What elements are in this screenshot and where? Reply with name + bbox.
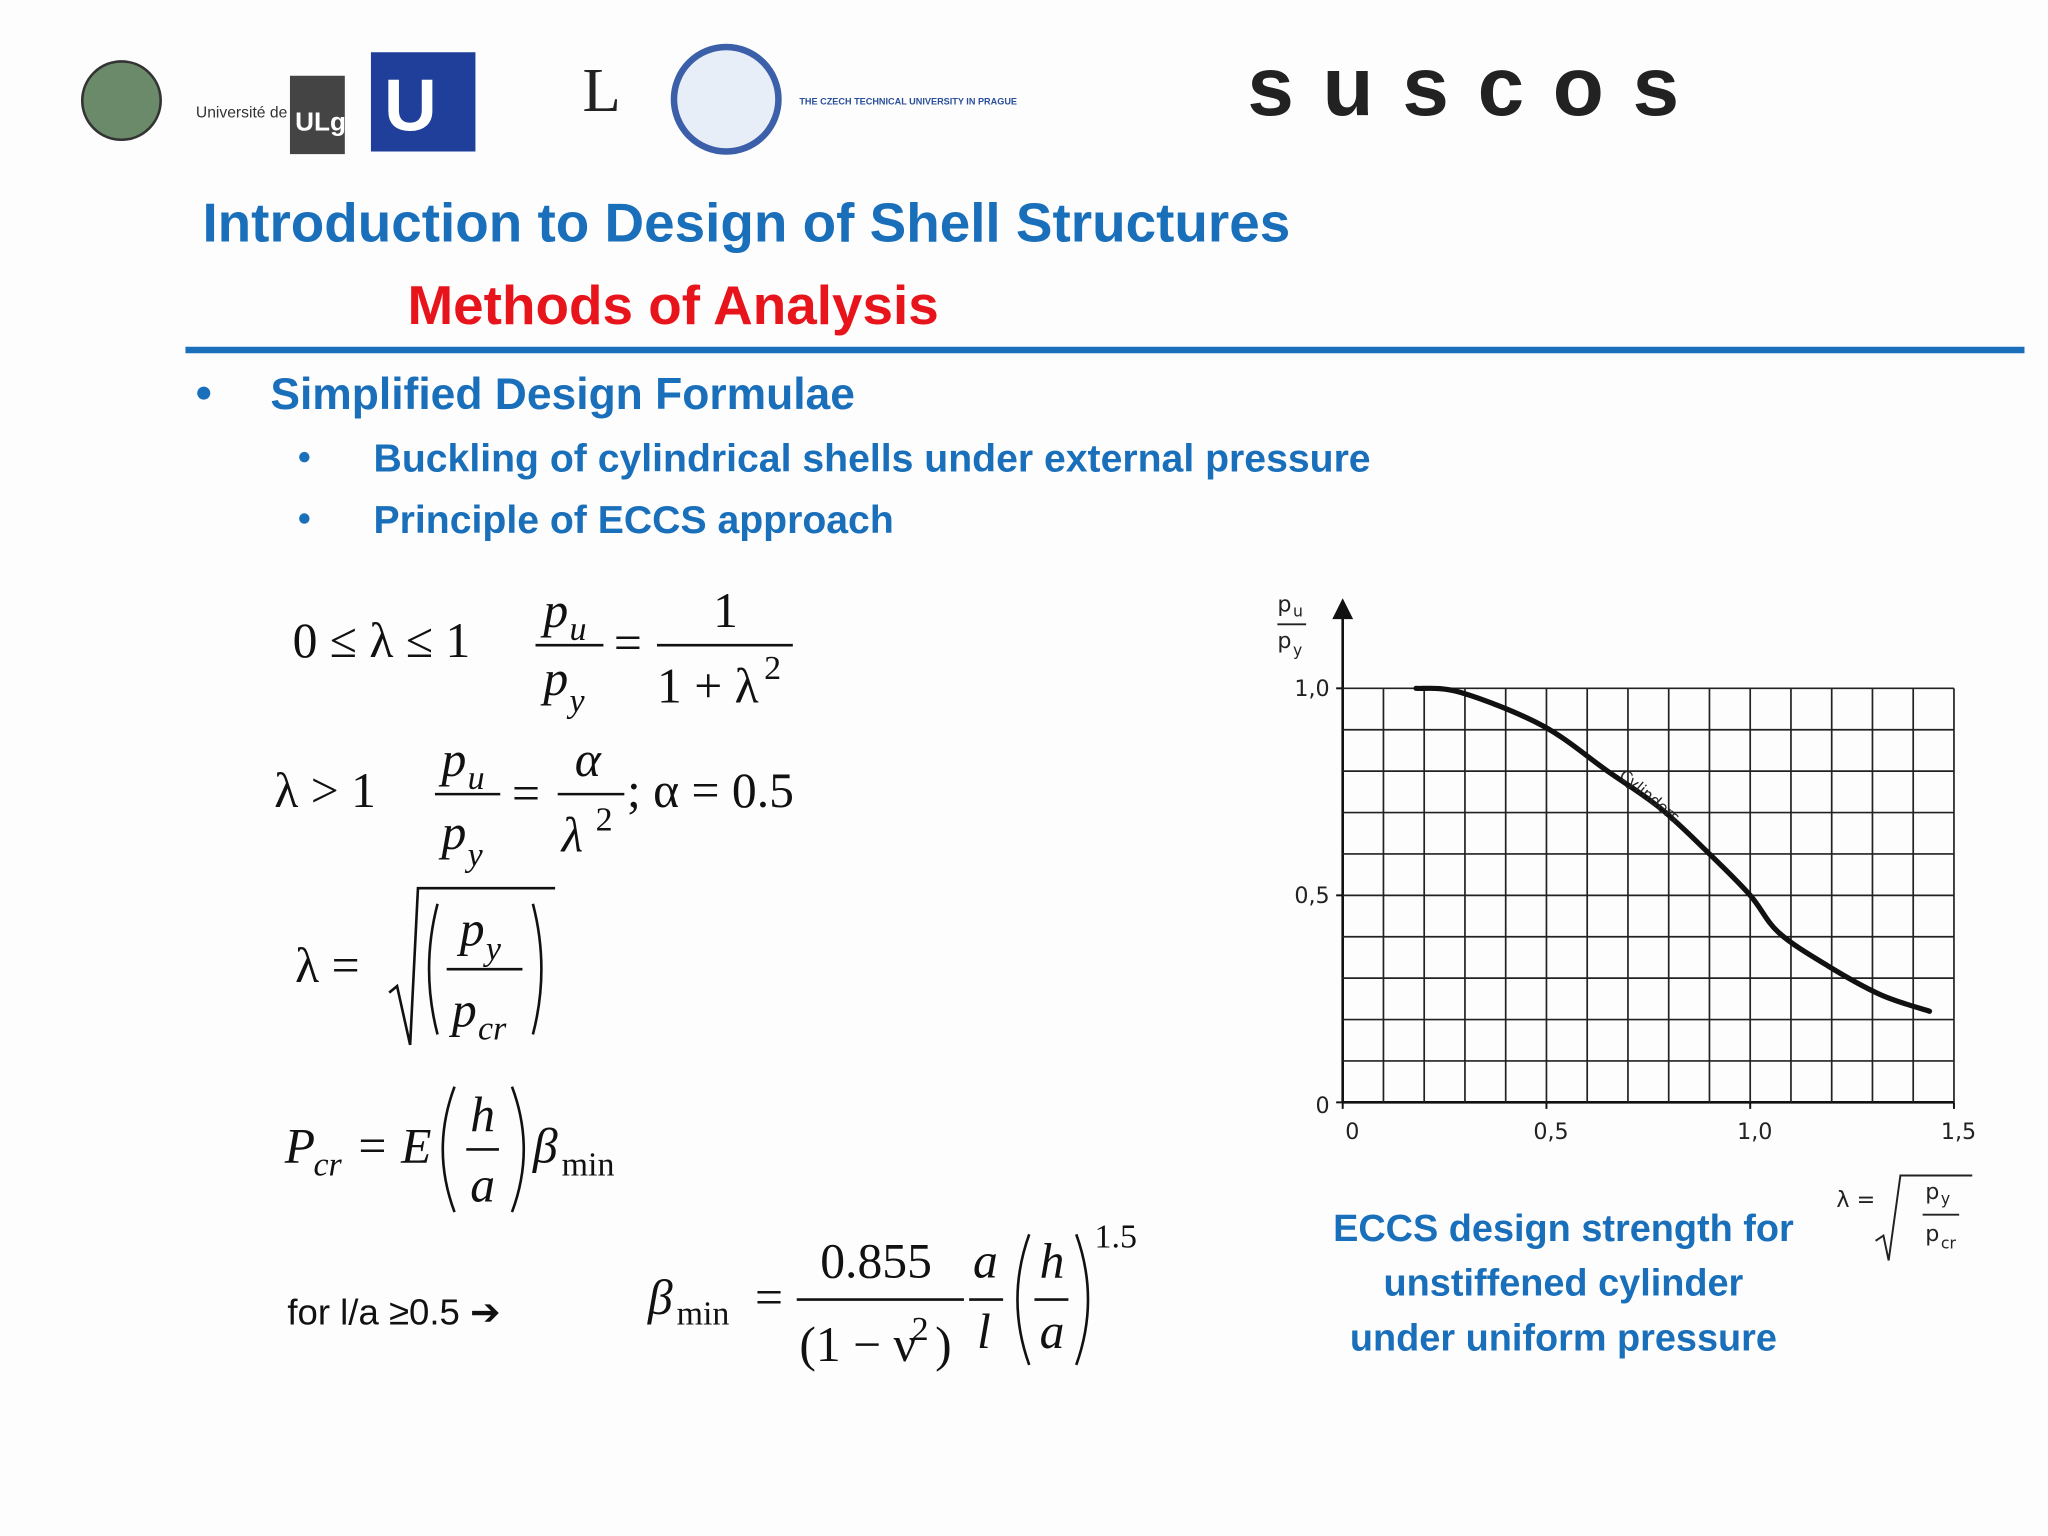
y-tick-label: 1,0 <box>1294 676 1329 702</box>
math: p <box>438 805 466 860</box>
x-axis-label: λ = <box>1836 1187 1875 1213</box>
math: p <box>438 732 466 787</box>
bullet <box>299 513 310 524</box>
curve <box>1413 685 1933 1014</box>
title: Introduction to Design of Shell Structur… <box>202 192 1290 254</box>
seal-logo <box>670 43 782 155</box>
math: 1 + λ <box>657 659 759 714</box>
parens <box>427 903 543 1035</box>
math: p <box>540 583 568 638</box>
math: 2 <box>764 650 781 687</box>
math: β <box>647 1270 673 1325</box>
ulg-logo <box>289 75 345 155</box>
chart: p u p y λ = p y p cr ECCS design strengt… <box>1277 591 1973 1360</box>
math: y <box>483 931 502 968</box>
caption: ECCS design strength for <box>1333 1208 1794 1250</box>
x-axis-label: cr <box>1941 1234 1957 1253</box>
math: h <box>1040 1233 1065 1288</box>
math: cr <box>478 1011 507 1048</box>
math: min <box>677 1295 730 1332</box>
sqrt-sign <box>388 886 556 1046</box>
formula: for l/a ≥0.5 ➔ β min = 0.855 (1 − ν 2 ) … <box>287 1218 1137 1372</box>
bullet-text: Principle of ECCS approach <box>374 499 894 542</box>
math: h <box>470 1087 495 1142</box>
bullet-text: Buckling of cylindrical shells under ext… <box>374 438 1371 481</box>
parens <box>441 1086 526 1213</box>
math: α <box>575 732 602 787</box>
condition: for l/a ≥0.5 ➔ <box>287 1291 500 1332</box>
y-axis-label: y <box>1293 641 1302 660</box>
logo-text: U <box>384 66 437 147</box>
formula: λ = p y p cr <box>295 886 556 1048</box>
math: = <box>512 766 540 821</box>
math: P <box>284 1118 315 1173</box>
math: λ <box>560 808 584 863</box>
parens <box>1016 1233 1090 1366</box>
x-axis-label: p <box>1925 1221 1939 1247</box>
logo-text: THE CZECH TECHNICAL UNIVERSITY IN PRAGUE <box>799 96 1017 106</box>
bullet <box>299 451 310 463</box>
math: 1 <box>713 583 738 638</box>
math: 2 <box>596 802 613 839</box>
math: = E <box>355 1118 431 1173</box>
math: min <box>562 1147 615 1184</box>
y-tick-label: 0,5 <box>1294 883 1329 909</box>
math: 0.855 <box>820 1233 932 1288</box>
math: p <box>540 651 568 706</box>
bullet-text: Simplified Design Formulae <box>270 370 855 419</box>
y-tick-label: 0 <box>1316 1093 1330 1119</box>
math: a <box>470 1158 495 1213</box>
caption: unstiffened cylinder <box>1384 1263 1744 1305</box>
subtitle: Methods of Analysis <box>408 274 939 336</box>
math: l <box>977 1304 991 1359</box>
condition: 0 ≤ λ ≤ 1 <box>293 613 471 668</box>
y-axis-label: p <box>1277 628 1291 654</box>
suscos-logo: suscos <box>1247 39 1707 133</box>
logos: Université de Liège ULg U L THE CZECH TE… <box>80 39 1707 155</box>
axis-arrow <box>1332 598 1354 620</box>
x-tick-label: 1,0 <box>1737 1119 1772 1145</box>
u-logo <box>370 52 476 152</box>
sqrt-sign <box>1875 1174 1973 1261</box>
math: 2 <box>912 1311 929 1348</box>
x-axis-label: p <box>1925 1179 1939 1205</box>
math: a <box>1040 1304 1065 1359</box>
math: = <box>614 616 642 671</box>
math: y <box>566 683 585 720</box>
math: p <box>457 902 485 957</box>
x-tick-label: 0,5 <box>1533 1119 1568 1145</box>
x-axis-label: y <box>1941 1189 1950 1208</box>
math: β <box>532 1118 558 1173</box>
x-tick-label: 0 <box>1345 1119 1359 1145</box>
math: p <box>449 983 477 1038</box>
math: 1.5 <box>1095 1218 1137 1255</box>
formula: 0 ≤ λ ≤ 1 p u p y = 1 1 + λ 2 <box>293 583 793 720</box>
math: cr <box>313 1147 342 1184</box>
condition: λ > 1 <box>274 763 376 818</box>
y-axis-label: p <box>1277 591 1291 617</box>
formula: λ > 1 p u p y = α λ 2 ; α = 0.5 <box>274 732 794 874</box>
x-tick-label: 1,5 <box>1941 1119 1976 1145</box>
math: u <box>569 611 586 648</box>
math: λ = <box>295 938 359 993</box>
logo-text: ULg <box>295 107 346 137</box>
caption: under uniform pressure <box>1350 1318 1777 1360</box>
formula: P cr = E h a β min <box>284 1086 615 1213</box>
math: u <box>468 760 485 797</box>
math: y <box>465 837 484 874</box>
y-axis-label: u <box>1293 601 1303 620</box>
math: a <box>973 1233 998 1288</box>
math: ; α = 0.5 <box>627 763 794 818</box>
seal-logo <box>80 60 162 142</box>
math: (1 − ν <box>799 1317 916 1372</box>
math: = <box>755 1270 783 1325</box>
bullet <box>197 386 211 400</box>
logo-text: L <box>583 55 621 125</box>
math: ) <box>935 1317 952 1372</box>
